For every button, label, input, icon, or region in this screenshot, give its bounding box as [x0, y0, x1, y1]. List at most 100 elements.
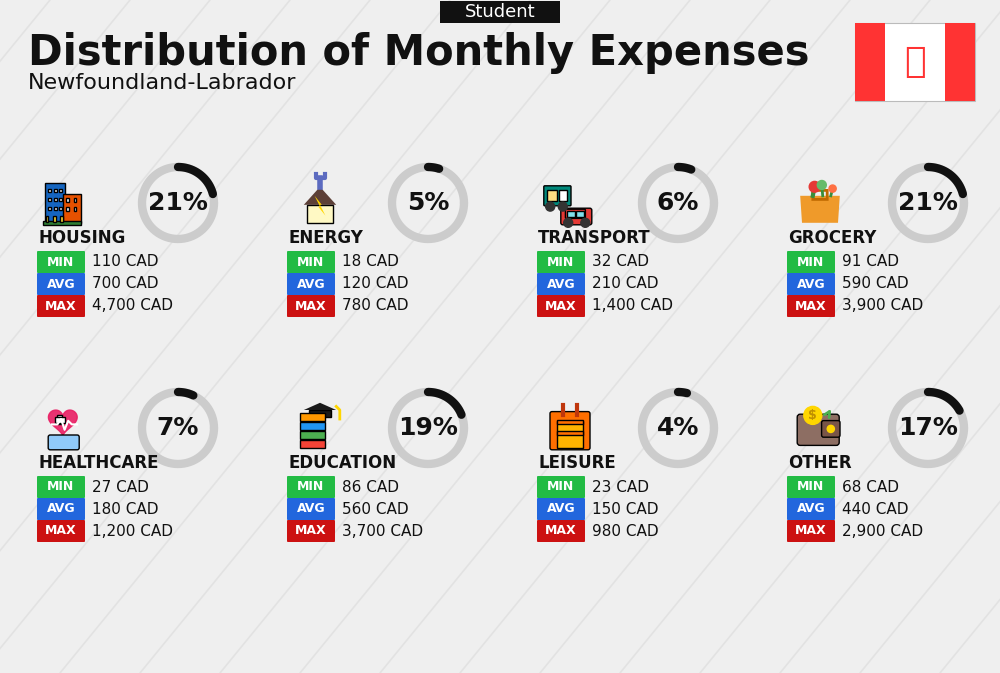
Text: 21%: 21% — [148, 191, 208, 215]
FancyBboxPatch shape — [309, 410, 331, 417]
FancyBboxPatch shape — [287, 476, 335, 498]
FancyBboxPatch shape — [59, 198, 62, 201]
FancyBboxPatch shape — [37, 251, 85, 273]
Text: 4%: 4% — [657, 416, 699, 440]
Circle shape — [804, 406, 822, 425]
Text: 6%: 6% — [657, 191, 699, 215]
Text: 21%: 21% — [898, 191, 958, 215]
Text: 590 CAD: 590 CAD — [842, 277, 909, 291]
FancyBboxPatch shape — [300, 413, 325, 421]
Text: MIN: MIN — [547, 481, 575, 493]
Text: $: $ — [808, 409, 817, 422]
FancyBboxPatch shape — [59, 207, 62, 210]
Text: 19%: 19% — [398, 416, 458, 440]
FancyBboxPatch shape — [57, 415, 62, 425]
Text: AVG: AVG — [797, 277, 825, 291]
FancyBboxPatch shape — [37, 295, 85, 317]
Text: 120 CAD: 120 CAD — [342, 277, 409, 291]
Text: 110 CAD: 110 CAD — [92, 254, 158, 269]
FancyBboxPatch shape — [547, 190, 557, 201]
FancyBboxPatch shape — [565, 209, 585, 219]
Text: HOUSING: HOUSING — [38, 229, 125, 247]
Text: GROCERY: GROCERY — [788, 229, 876, 247]
FancyBboxPatch shape — [48, 207, 51, 210]
Text: AVG: AVG — [547, 503, 575, 516]
FancyBboxPatch shape — [787, 520, 835, 542]
FancyBboxPatch shape — [63, 194, 81, 223]
FancyBboxPatch shape — [59, 188, 62, 192]
Text: Newfoundland-Labrador: Newfoundland-Labrador — [28, 73, 296, 93]
FancyBboxPatch shape — [557, 421, 583, 448]
Text: 2,900 CAD: 2,900 CAD — [842, 524, 923, 538]
Text: MIN: MIN — [547, 256, 575, 269]
FancyBboxPatch shape — [567, 211, 574, 217]
Text: 3,900 CAD: 3,900 CAD — [842, 299, 923, 314]
FancyBboxPatch shape — [54, 188, 56, 192]
FancyBboxPatch shape — [576, 211, 584, 217]
Text: 23 CAD: 23 CAD — [592, 479, 649, 495]
Text: AVG: AVG — [547, 277, 575, 291]
FancyBboxPatch shape — [287, 498, 335, 520]
FancyBboxPatch shape — [300, 439, 325, 448]
Text: 7%: 7% — [157, 416, 199, 440]
FancyBboxPatch shape — [287, 251, 335, 273]
FancyBboxPatch shape — [787, 498, 835, 520]
Text: MAX: MAX — [45, 524, 77, 538]
Polygon shape — [48, 410, 77, 436]
FancyBboxPatch shape — [307, 205, 333, 223]
Text: 700 CAD: 700 CAD — [92, 277, 158, 291]
Text: 18 CAD: 18 CAD — [342, 254, 399, 269]
Text: 🍁: 🍁 — [904, 45, 926, 79]
FancyBboxPatch shape — [45, 183, 65, 223]
Text: 5%: 5% — [407, 191, 449, 215]
FancyBboxPatch shape — [37, 476, 85, 498]
FancyBboxPatch shape — [48, 435, 79, 450]
FancyBboxPatch shape — [855, 23, 885, 101]
Text: ENERGY: ENERGY — [288, 229, 363, 247]
FancyBboxPatch shape — [787, 476, 835, 498]
FancyBboxPatch shape — [300, 422, 325, 430]
Text: 150 CAD: 150 CAD — [592, 501, 658, 516]
Circle shape — [564, 218, 573, 227]
Text: 27 CAD: 27 CAD — [92, 479, 149, 495]
FancyBboxPatch shape — [60, 215, 63, 222]
Text: 3,700 CAD: 3,700 CAD — [342, 524, 423, 538]
FancyBboxPatch shape — [74, 207, 76, 211]
Text: MIN: MIN — [797, 256, 825, 269]
FancyBboxPatch shape — [440, 1, 560, 23]
Text: EDUCATION: EDUCATION — [288, 454, 396, 472]
FancyBboxPatch shape — [550, 412, 590, 450]
Text: MAX: MAX — [795, 524, 827, 538]
Text: TRANSPORT: TRANSPORT — [538, 229, 651, 247]
FancyBboxPatch shape — [787, 295, 835, 317]
FancyBboxPatch shape — [537, 498, 585, 520]
Text: AVG: AVG — [297, 277, 325, 291]
FancyBboxPatch shape — [557, 431, 583, 435]
Text: 560 CAD: 560 CAD — [342, 501, 409, 516]
Polygon shape — [800, 196, 840, 223]
Text: 32 CAD: 32 CAD — [592, 254, 649, 269]
Circle shape — [581, 218, 590, 227]
Text: 68 CAD: 68 CAD — [842, 479, 899, 495]
Text: MIN: MIN — [47, 256, 75, 269]
Text: 1,400 CAD: 1,400 CAD — [592, 299, 673, 314]
Polygon shape — [304, 187, 336, 205]
FancyBboxPatch shape — [822, 421, 840, 437]
Circle shape — [827, 425, 834, 433]
Text: MIN: MIN — [797, 481, 825, 493]
FancyBboxPatch shape — [537, 251, 585, 273]
FancyBboxPatch shape — [797, 414, 839, 446]
Text: MAX: MAX — [545, 299, 577, 312]
FancyBboxPatch shape — [53, 215, 56, 222]
FancyBboxPatch shape — [54, 198, 56, 201]
Text: MAX: MAX — [295, 299, 327, 312]
Text: MIN: MIN — [47, 481, 75, 493]
FancyBboxPatch shape — [43, 221, 81, 225]
FancyBboxPatch shape — [561, 208, 592, 225]
Text: 780 CAD: 780 CAD — [342, 299, 409, 314]
Text: HEALTHCARE: HEALTHCARE — [38, 454, 158, 472]
FancyBboxPatch shape — [37, 520, 85, 542]
FancyBboxPatch shape — [559, 190, 567, 201]
Text: 4,700 CAD: 4,700 CAD — [92, 299, 173, 314]
FancyBboxPatch shape — [787, 273, 835, 295]
